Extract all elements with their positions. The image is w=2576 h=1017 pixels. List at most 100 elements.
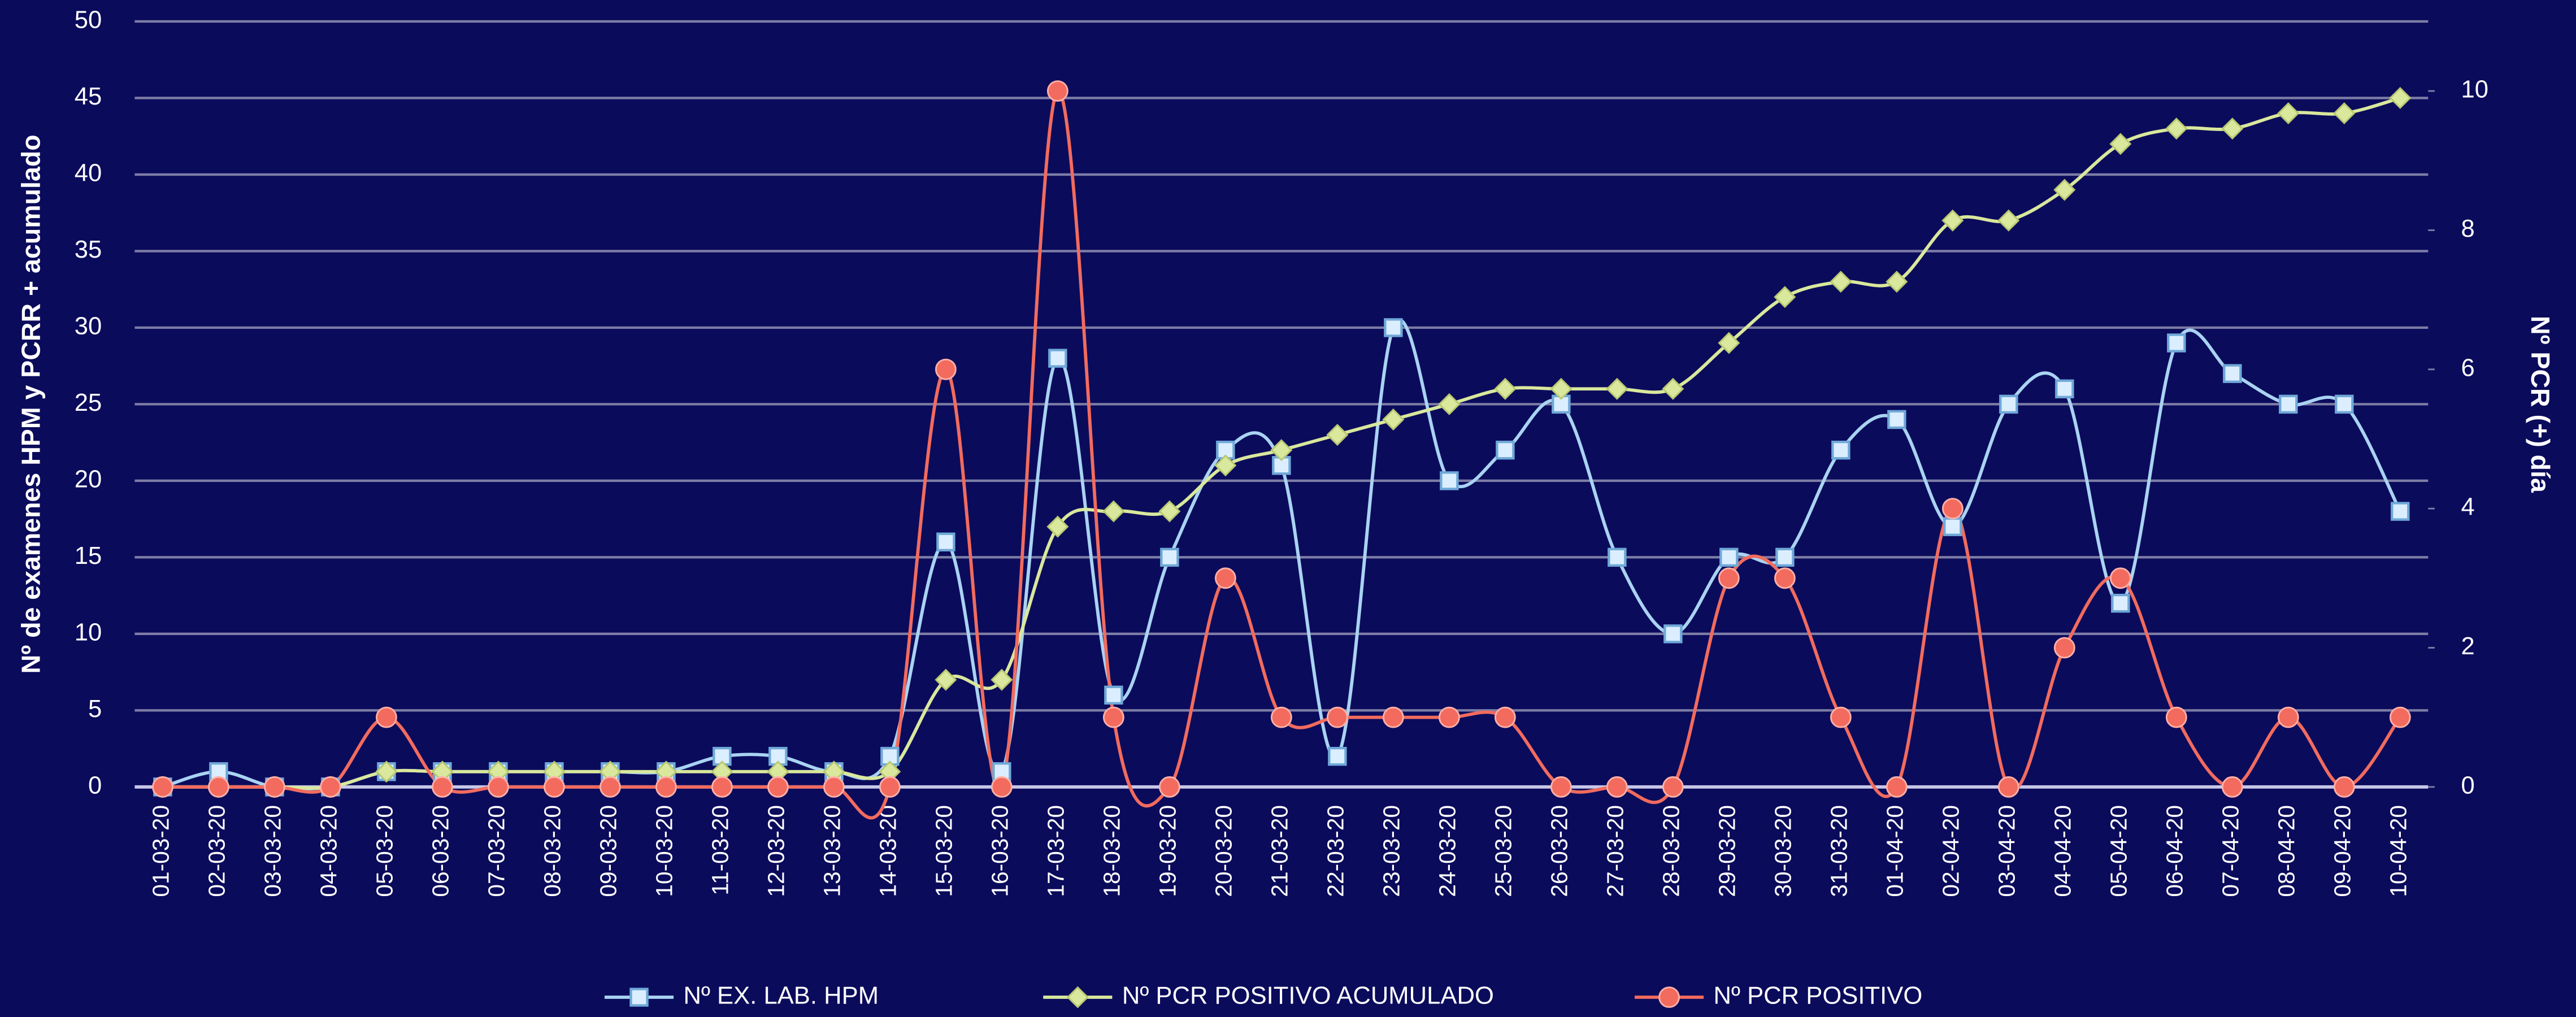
data-point [1550,377,1572,400]
x-tick-label: 01-03-20 [148,805,174,897]
data-point [2335,394,2354,414]
data-point [2167,333,2186,353]
x-tick-label: 26-03-20 [1547,805,1572,897]
data-point [1997,209,2020,232]
data-point [1104,685,1123,705]
y-tick-label: 50 [75,6,102,33]
x-tick-label: 21-03-20 [1267,805,1293,897]
data-point [2053,637,2075,659]
y-tick-label: 5 [88,696,102,723]
data-point [152,776,173,798]
data-point [767,776,789,798]
data-point [2223,364,2242,383]
data-point [991,668,1013,691]
data-point [1886,271,1908,293]
x-tick-label: 16-03-20 [987,805,1013,897]
data-point [1943,517,1962,536]
data-point [1662,377,1684,400]
data-point [2277,102,2300,125]
data-point [1494,377,1517,400]
y2-tick-label: 10 [2461,76,2488,103]
data-point [879,776,901,798]
x-tick-label: 31-03-20 [1826,805,1852,897]
data-point [1775,547,1795,567]
data-point [1606,377,1628,400]
x-tick-label: 13-03-20 [819,805,845,897]
legend-label: Nº PCR POSITIVO [1714,983,1923,1010]
data-point [208,776,229,798]
legend-label: Nº EX. LAB. HPM [684,983,879,1010]
legend-marker [1066,986,1089,1009]
y-tick-label: 40 [75,159,102,186]
data-point [320,776,341,798]
data-point [1831,440,1850,460]
data-point [823,776,845,798]
y-tick-label: 20 [75,466,102,493]
y2-tick-label: 8 [2461,215,2474,242]
data-point [1496,440,1515,460]
x-tick-label: 04-03-20 [316,805,342,897]
x-tick-label: 28-03-20 [1658,805,1684,897]
data-point [1606,776,1628,798]
x-tick-label: 20-03-20 [1211,805,1237,897]
data-point [2109,567,2131,589]
x-tick-label: 15-03-20 [931,805,957,897]
x-tick-label: 10-04-20 [2386,805,2412,897]
data-point [1102,706,1124,728]
data-point [1326,424,1349,446]
y-axis-title: Nº de examenes HPM y PCRR + acumulado [16,134,45,673]
y-tick-label: 25 [75,389,102,416]
y-tick-label: 45 [75,83,102,110]
legend-marker [629,988,649,1007]
data-point [655,776,677,798]
data-point [1046,515,1069,538]
x-tick-label: 03-04-20 [1994,805,2020,897]
x-tick-label: 11-03-20 [707,805,733,896]
data-point [2109,133,2132,155]
data-point [1830,271,1852,293]
x-tick-label: 23-03-20 [1379,805,1405,897]
data-point [1102,500,1125,523]
data-point [1718,567,1740,589]
data-point [991,776,1013,798]
x-tick-label: 04-04-20 [2050,805,2076,897]
x-tick-label: 01-04-20 [1882,805,1908,897]
data-point [1326,706,1348,728]
data-point [992,762,1011,781]
y2-tick-label: 6 [2461,354,2474,381]
y-tick-label: 15 [75,542,102,570]
data-point [935,668,957,691]
x-tick-label: 09-04-20 [2330,805,2356,897]
data-point [1382,706,1404,728]
data-point [1160,547,1179,567]
data-point [432,776,453,798]
data-point [2165,706,2187,728]
data-point [1438,706,1460,728]
data-point [2053,179,2076,201]
data-point [2111,593,2130,613]
data-point [1608,547,1627,567]
data-point [1382,408,1405,431]
x-tick-label: 02-03-20 [204,805,230,897]
data-point [2279,394,2298,414]
y-tick-label: 10 [75,619,102,646]
y2-tick-label: 0 [2461,772,2474,799]
data-point [1328,746,1347,766]
y2-tick-label: 4 [2461,494,2474,521]
x-tick-label: 22-03-20 [1323,805,1349,897]
data-point [2333,102,2356,125]
x-tick-label: 05-03-20 [372,805,398,897]
y-tick-label: 30 [75,312,102,340]
data-point [1718,332,1740,354]
x-tick-label: 06-03-20 [428,805,454,897]
x-tick-label: 14-03-20 [875,805,901,897]
data-point [1550,776,1572,798]
x-tick-label: 07-03-20 [484,805,510,897]
data-point [936,532,955,551]
x-tick-label: 19-03-20 [1155,805,1181,897]
data-point [488,776,509,798]
data-point [1214,454,1237,477]
x-tick-label: 25-03-20 [1491,805,1517,897]
data-point [544,776,565,798]
